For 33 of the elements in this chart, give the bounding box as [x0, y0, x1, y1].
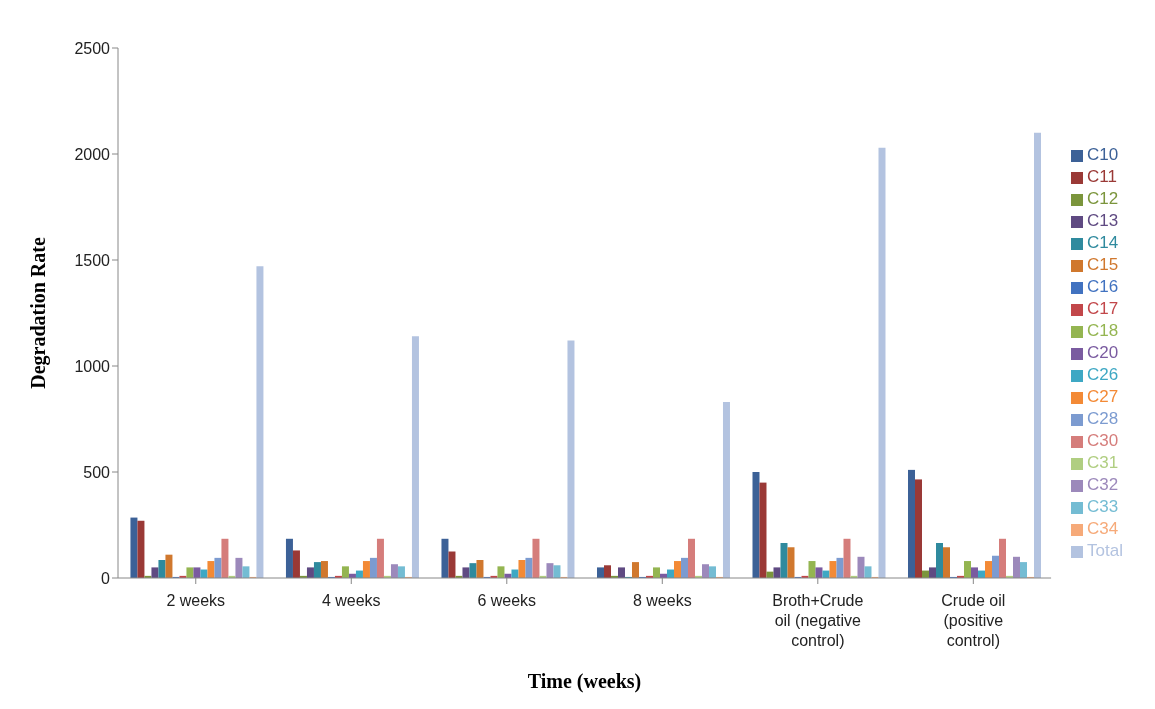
legend-label: C20	[1087, 343, 1119, 362]
legend-label: C10	[1087, 145, 1119, 164]
x-axis-title: Time (weeks)	[527, 670, 642, 693]
x-tick-label: 4 weeks	[321, 592, 381, 609]
legend-label: C27	[1087, 387, 1119, 406]
y-tick-label: 2500	[74, 39, 111, 57]
legend-label: C34	[1087, 519, 1119, 538]
x-tick-label: Broth+Crude oil (negative control)	[772, 592, 864, 649]
legend-label: C30	[1087, 431, 1119, 450]
x-tick-label: 6 weeks	[477, 592, 537, 609]
y-axis-title: Degradation Rate	[27, 237, 51, 389]
legend-label: C26	[1087, 365, 1119, 384]
y-tick-label: 1000	[74, 357, 111, 375]
y-tick-label: 1500	[74, 251, 111, 269]
legend-label: C32	[1087, 475, 1119, 494]
legend-label: C12	[1087, 189, 1119, 208]
legend-label: C28	[1087, 409, 1119, 428]
y-tick-label: 0	[101, 569, 111, 587]
x-tick-label: Crude oil (positive control)	[941, 592, 1006, 649]
legend-label: C16	[1087, 277, 1119, 296]
legend-label: C14	[1087, 233, 1119, 252]
legend-label: C15	[1087, 255, 1119, 274]
legend-label: C33	[1087, 497, 1119, 516]
legend-label: C18	[1087, 321, 1119, 340]
y-tick-label: 2000	[74, 145, 111, 163]
x-tick-label: 2 weeks	[166, 592, 226, 609]
legend-label: Total	[1087, 541, 1123, 560]
legend-label: C31	[1087, 453, 1119, 472]
legend-label: C11	[1087, 167, 1118, 186]
legend-label: C17	[1087, 299, 1119, 318]
legend-label: C13	[1087, 211, 1119, 230]
x-tick-label: 8 weeks	[632, 592, 692, 609]
y-tick-label: 500	[83, 463, 111, 481]
